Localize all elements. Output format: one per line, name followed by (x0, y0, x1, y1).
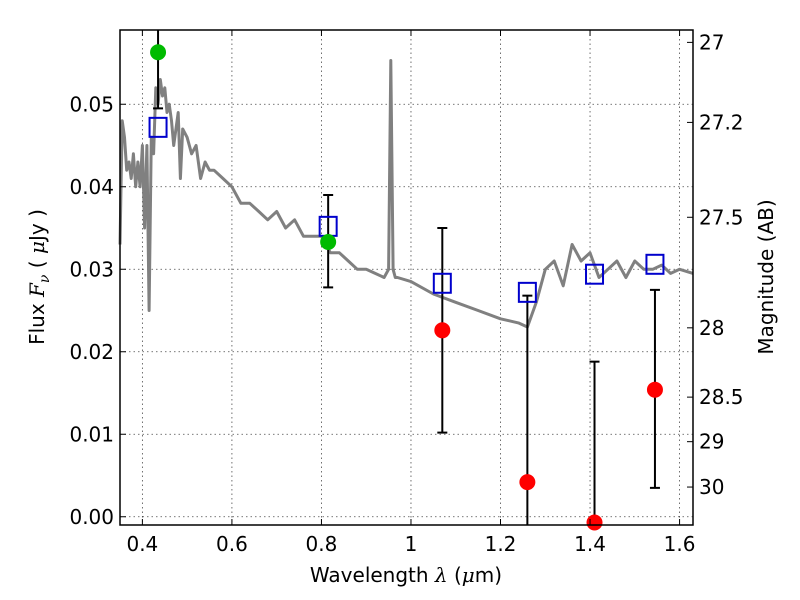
model-photometry-point (645, 253, 665, 275)
measured-flux-point (434, 322, 451, 339)
right-tick-label: 28 (699, 316, 724, 340)
model-photometry-layer (148, 116, 665, 303)
y-tick-label: 0.03 (69, 257, 114, 281)
right-tick-label: 27 (699, 30, 724, 54)
x-tick-label: 0.8 (306, 532, 338, 556)
y-tick-label: 0.04 (69, 175, 114, 199)
measured-flux-point (320, 234, 337, 251)
measured-flux-point (519, 474, 536, 491)
x-axis-label: Wavelength λ (μm) (310, 563, 502, 587)
measured-flux-layer (150, 44, 663, 531)
right-tick-label: 29 (699, 430, 724, 454)
right-tick-label: 30 (699, 475, 724, 499)
measured-flux-point (646, 381, 663, 398)
model-photometry-point (432, 272, 452, 294)
model-photometry-point (148, 116, 168, 138)
measured-flux-point (150, 44, 167, 61)
right-tick-label: 27.5 (699, 205, 744, 229)
x-axis-ticks: 0.4 0.6 0.8 1 1.2 1.4 1.6 (126, 30, 695, 556)
x-tick-label: 0.4 (126, 532, 158, 556)
x-tick-label: 0.6 (216, 532, 248, 556)
model-spectrum-line (118, 59, 694, 329)
right-axis-label: Magnitude (AB) (754, 199, 778, 354)
right-tick-label: 27.2 (699, 110, 744, 134)
model-photometry-point (585, 263, 605, 285)
y-tick-label: 0.05 (69, 92, 114, 116)
y-axis-ticks: 0.00 0.01 0.02 0.03 0.04 0.05 (69, 92, 126, 529)
x-tick-label: 1.6 (664, 532, 696, 556)
x-tick-label: 1 (405, 532, 418, 556)
grid-lines (120, 30, 693, 525)
y-tick-label: 0.01 (69, 422, 114, 446)
y-tick-label: 0.02 (69, 340, 114, 364)
x-tick-label: 1.4 (574, 532, 606, 556)
model-photometry-point (517, 281, 537, 303)
x-tick-label: 1.2 (485, 532, 517, 556)
model-spectrum-layer (118, 59, 694, 329)
y-tick-label: 0.00 (69, 505, 114, 529)
right-axis-ticks: 27 27.2 27.5 28 28.5 29 30 (687, 30, 744, 499)
right-tick-label: 28.5 (699, 385, 744, 409)
measured-flux-point (586, 514, 603, 531)
plot-frame (119, 29, 694, 526)
y-axis-label: Flux Fν ( μJy ) (25, 209, 53, 345)
